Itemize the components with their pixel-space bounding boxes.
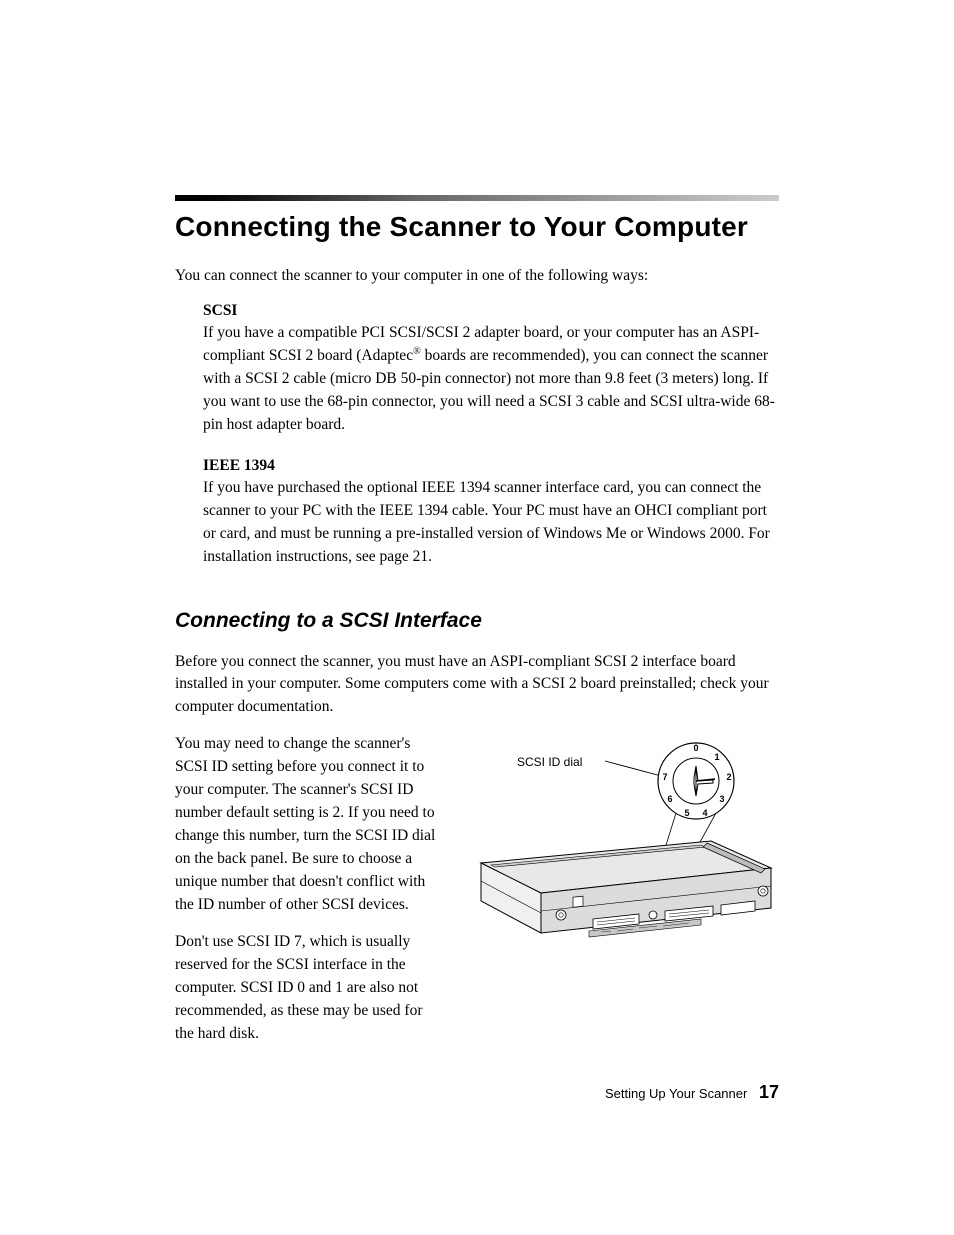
ieee-label: IEEE 1394 [203,457,779,475]
ieee-text: If you have purchased the optional IEEE … [203,477,779,569]
dial-num-1: 1 [714,752,719,762]
scanner-diagram: SCSI ID dial 0 1 2 3 4 [461,733,791,1059]
scanner-body-icon [481,841,771,937]
subheading: Connecting to a SCSI Interface [175,609,779,633]
dial-num-3: 3 [719,794,724,804]
diagram-label: SCSI ID dial [517,755,582,769]
para2: You may need to change the scanner's SCS… [175,733,441,917]
scsi-label: SCSI [203,302,779,320]
page-number: 17 [759,1082,779,1102]
dial-num-2: 2 [726,772,731,782]
scanner-illustration: 0 1 2 3 4 5 6 7 [461,733,791,973]
para1: Before you connect the scanner, you must… [175,651,779,720]
para3: Don't use SCSI ID 7, which is usually re… [175,931,441,1046]
dial-num-4: 4 [702,808,707,818]
scsi-text: If you have a compatible PCI SCSI/SCSI 2… [203,322,779,437]
dial-enlarge-icon: 0 1 2 3 4 5 6 7 [658,743,734,819]
dial-num-0: 0 [693,743,698,753]
dial-num-7: 7 [662,772,667,782]
registered-mark: ® [413,346,421,357]
footer-text: Setting Up Your Scanner [605,1086,747,1101]
ieee-section: IEEE 1394 If you have purchased the opti… [203,457,779,569]
page-title: Connecting the Scanner to Your Computer [175,211,779,243]
scsi-section: SCSI If you have a compatible PCI SCSI/S… [203,302,779,437]
dial-num-5: 5 [684,808,689,818]
top-rule [175,195,779,201]
intro-text: You can connect the scanner to your comp… [175,265,779,288]
page-footer: Setting Up Your Scanner 17 [605,1082,779,1103]
dial-num-6: 6 [667,794,672,804]
